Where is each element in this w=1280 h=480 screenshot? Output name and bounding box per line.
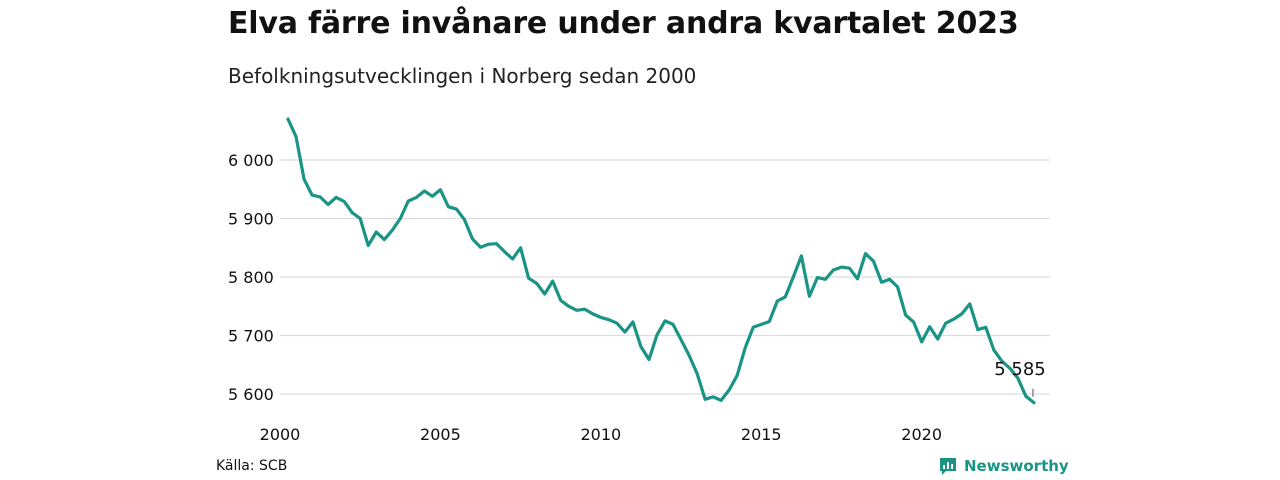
source-note: Källa: SCB xyxy=(216,458,287,474)
brand-name: Newsworthy xyxy=(964,457,1069,475)
y-tick-label: 5 600 xyxy=(228,385,274,404)
x-tick-label: 2015 xyxy=(741,425,782,444)
x-tick-label: 2000 xyxy=(260,425,301,444)
x-tick-label: 2010 xyxy=(580,425,621,444)
x-tick-label: 2005 xyxy=(420,425,461,444)
y-tick-label: 5 700 xyxy=(228,327,274,346)
end-value-label: 5 585 xyxy=(994,359,1046,380)
population-line xyxy=(288,119,1034,403)
line-chart: 5 600 5 700 5 800 5 900 6 000 2000 2005 2010 201… xyxy=(0,0,1280,480)
y-tick-label: 5 900 xyxy=(228,210,274,229)
y-tick-label: 6 000 xyxy=(228,151,274,170)
x-tick-label: 2020 xyxy=(901,425,942,444)
brand-logo: Newsworthy xyxy=(938,456,1069,476)
y-tick-label: 5 800 xyxy=(228,268,274,287)
newsworthy-icon xyxy=(938,456,958,476)
